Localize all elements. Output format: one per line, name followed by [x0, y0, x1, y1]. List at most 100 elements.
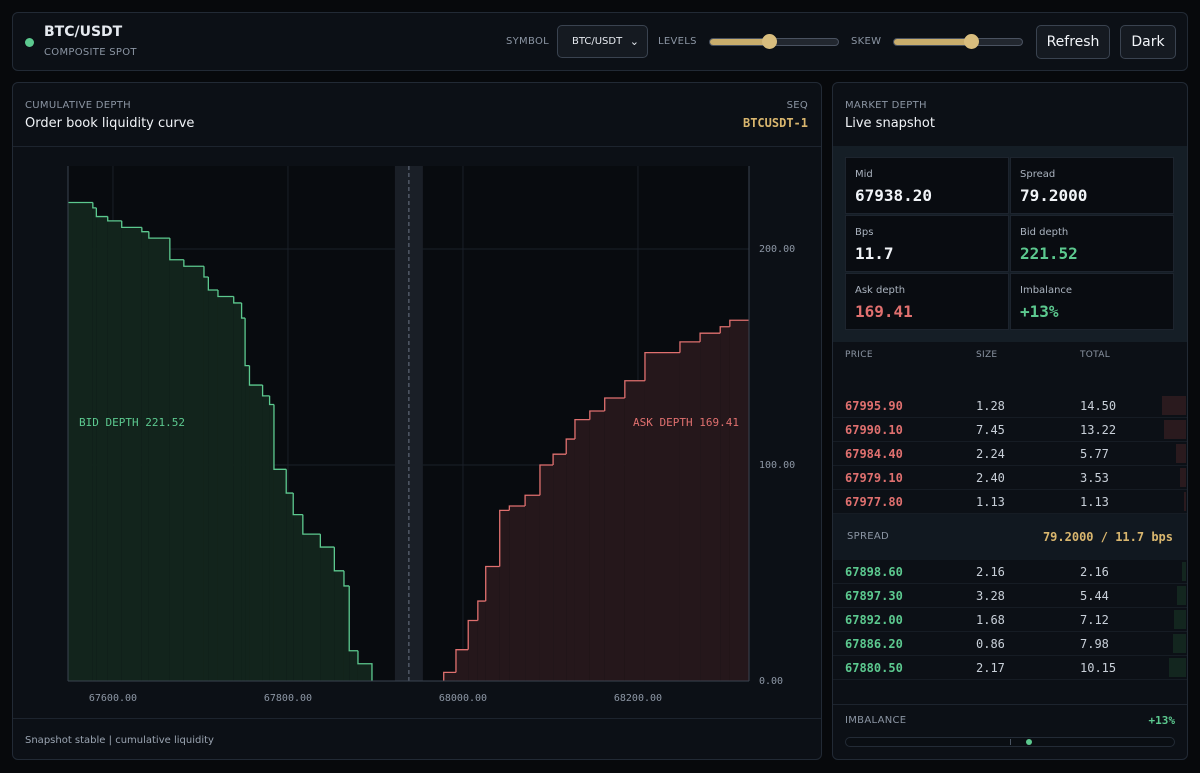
seq-label: SEQ: [786, 100, 808, 111]
asks-row: 67977.80 1.13 1.13: [833, 490, 1187, 514]
bids-area: [249, 385, 263, 681]
symbol-select[interactable]: BTC/USDT ⌄: [557, 25, 648, 58]
bids-area: [343, 585, 350, 681]
size: 2.17: [976, 661, 1005, 675]
col-header: PRICE: [845, 350, 873, 360]
bids-step: [348, 585, 358, 652]
status-dot: [25, 38, 34, 47]
bids-area: [233, 302, 242, 681]
asks-step: [539, 464, 554, 496]
levels-slider[interactable]: [709, 34, 839, 49]
bids-step: [244, 318, 250, 367]
asks-area: [604, 398, 625, 681]
skew-label: SKEW: [851, 36, 882, 47]
asks-step: [604, 397, 625, 411]
asks-area: [574, 419, 590, 681]
stat-label: Mid: [855, 169, 873, 180]
bids-area: [148, 238, 170, 681]
total: 5.77: [1080, 447, 1109, 461]
col-header: SIZE: [976, 350, 998, 360]
symbol-option: BTC/USDT: [572, 36, 623, 47]
col-header: TOTAL: [1080, 350, 1111, 360]
bids-area: [320, 547, 335, 681]
bids-row: 67898.60 2.16 2.16: [833, 560, 1187, 584]
bids-area: [293, 514, 303, 681]
bids-area: [273, 469, 287, 681]
size: 1.13: [976, 495, 1005, 509]
depth-bar: [1164, 420, 1186, 439]
bids-step: [141, 227, 149, 233]
subtitle: COMPOSITE SPOT: [44, 47, 137, 58]
size: 1.28: [976, 399, 1005, 413]
total: 1.13: [1080, 495, 1109, 509]
bids-step: [261, 385, 270, 397]
bids-step: [273, 404, 287, 470]
depth-bar: [1182, 562, 1186, 581]
skew-slider[interactable]: [893, 34, 1023, 49]
size: 2.40: [976, 471, 1005, 485]
price: 67886.20: [845, 637, 903, 651]
size: 1.68: [976, 613, 1005, 627]
theme-button[interactable]: Dark: [1120, 25, 1176, 59]
asks-area: [553, 454, 567, 681]
bids-area: [169, 259, 184, 681]
symbol-label: SYMBOL: [506, 36, 550, 47]
asks-area: [443, 672, 456, 681]
price: 67898.60: [845, 565, 903, 579]
bids-area: [245, 365, 250, 681]
stat-label: Bid depth: [1020, 227, 1069, 238]
refresh-button[interactable]: Refresh: [1036, 25, 1110, 59]
asks-step: [508, 505, 526, 511]
bids-area: [217, 296, 234, 681]
bids-area: [208, 289, 218, 681]
bids-step: [92, 202, 97, 209]
imbalance-value: +13%: [1148, 714, 1176, 727]
bids-step: [292, 493, 303, 516]
stat-label: Spread: [1020, 169, 1056, 180]
bids-area: [92, 207, 97, 681]
total: 5.44: [1080, 589, 1109, 603]
asks-area: [700, 333, 721, 681]
size: 3.28: [976, 589, 1005, 603]
stat-label: Bps: [855, 227, 874, 238]
asks-area: [477, 601, 486, 681]
asks-area: [509, 506, 526, 681]
price: 67990.10: [845, 423, 903, 437]
total: 14.50: [1080, 399, 1117, 413]
stat-cell: Spread 79.2000: [1010, 157, 1174, 214]
bids-area: [334, 570, 344, 681]
x-tick-label: 68200.00: [614, 693, 662, 704]
bids-step: [319, 534, 335, 548]
ask-label: ASK DEPTH 169.41: [633, 416, 739, 429]
bids-step: [121, 220, 142, 229]
bids-area: [121, 227, 142, 681]
bids-step: [217, 289, 234, 298]
bids-area: [68, 202, 93, 681]
bids-step: [285, 469, 294, 494]
y-tick-label: 200.00: [759, 244, 795, 255]
stat-label: Imbalance: [1020, 285, 1073, 296]
asks-row: 67979.10 2.40 3.53: [833, 466, 1187, 490]
stat-cell: Bps 11.7: [845, 215, 1009, 272]
bids-step: [183, 259, 204, 267]
depth-bar: [1176, 444, 1186, 463]
bids-step: [203, 266, 209, 278]
bids-area: [262, 395, 270, 681]
total: 3.53: [1080, 471, 1109, 485]
bids-area: [141, 231, 149, 681]
bids-area: [107, 220, 122, 681]
x-tick-label: 67600.00: [89, 693, 137, 704]
total: 2.16: [1080, 565, 1109, 579]
size: 7.45: [976, 423, 1005, 437]
asks-step: [679, 341, 701, 353]
bids-area: [302, 534, 321, 681]
asks-row: 67984.40 2.24 5.77: [833, 442, 1187, 466]
asks-area: [485, 566, 500, 681]
bids-step: [302, 514, 321, 535]
y-tick-label: 100.00: [759, 460, 795, 471]
spread-value: 79.2000 / 11.7 bps: [1042, 530, 1173, 544]
price: 67995.90: [845, 399, 903, 413]
bids-step: [169, 238, 184, 261]
seq: BTCUSDT-1: [742, 116, 808, 130]
